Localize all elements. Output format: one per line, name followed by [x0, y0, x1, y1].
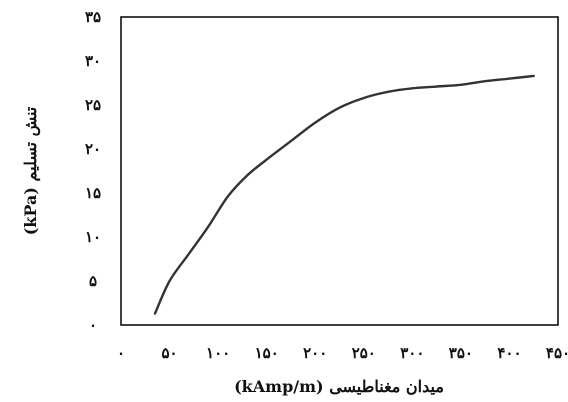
y-tick-label: ۳۰ — [85, 52, 101, 70]
x-axis-tick-labels: ۰ ۵۰ ۱۰۰ ۱۵۰ ۲۰۰ ۲۵۰ ۳۰۰ ۳۵۰ ۴۰۰ ۴۵۰ — [117, 344, 568, 362]
x-tick-label: ۴۵۰ — [546, 344, 568, 362]
y-tick-label: ۲۰ — [85, 140, 101, 158]
x-tick-label: ۴۰۰ — [497, 344, 521, 362]
x-tick-label: ۵۰ — [161, 344, 177, 362]
y-tick-label: ۵ — [89, 272, 97, 290]
x-tick-label: ۲۵۰ — [352, 344, 376, 362]
y-axis-title: تنش تسلیم (kPa) — [21, 106, 41, 235]
y-tick-label: ۱۵ — [85, 184, 101, 202]
x-tick-label: ۳۵۰ — [449, 344, 473, 362]
y-tick-label: ۳۵ — [85, 8, 101, 26]
y-tick-label: ۲۵ — [85, 96, 101, 114]
x-tick-label: ۱۵۰ — [255, 344, 279, 362]
series-line — [153, 74, 535, 315]
x-tick-label: ۳۰۰ — [400, 344, 424, 362]
x-tick-label: ۱۰۰ — [206, 344, 230, 362]
y-tick-label: ۱۰ — [85, 228, 101, 246]
x-tick-label: ۰ — [117, 344, 125, 362]
x-axis-title: میدان مغناطیسی (kAmp/m) — [234, 377, 444, 396]
y-axis-tick-labels: ۰ ۵ ۱۰ ۱۵ ۲۰ ۲۵ ۳۰ ۳۵ — [85, 8, 101, 334]
plot-area-frame — [120, 16, 559, 326]
x-tick-label: ۲۰۰ — [303, 344, 327, 362]
y-tick-label: ۰ — [89, 316, 97, 334]
